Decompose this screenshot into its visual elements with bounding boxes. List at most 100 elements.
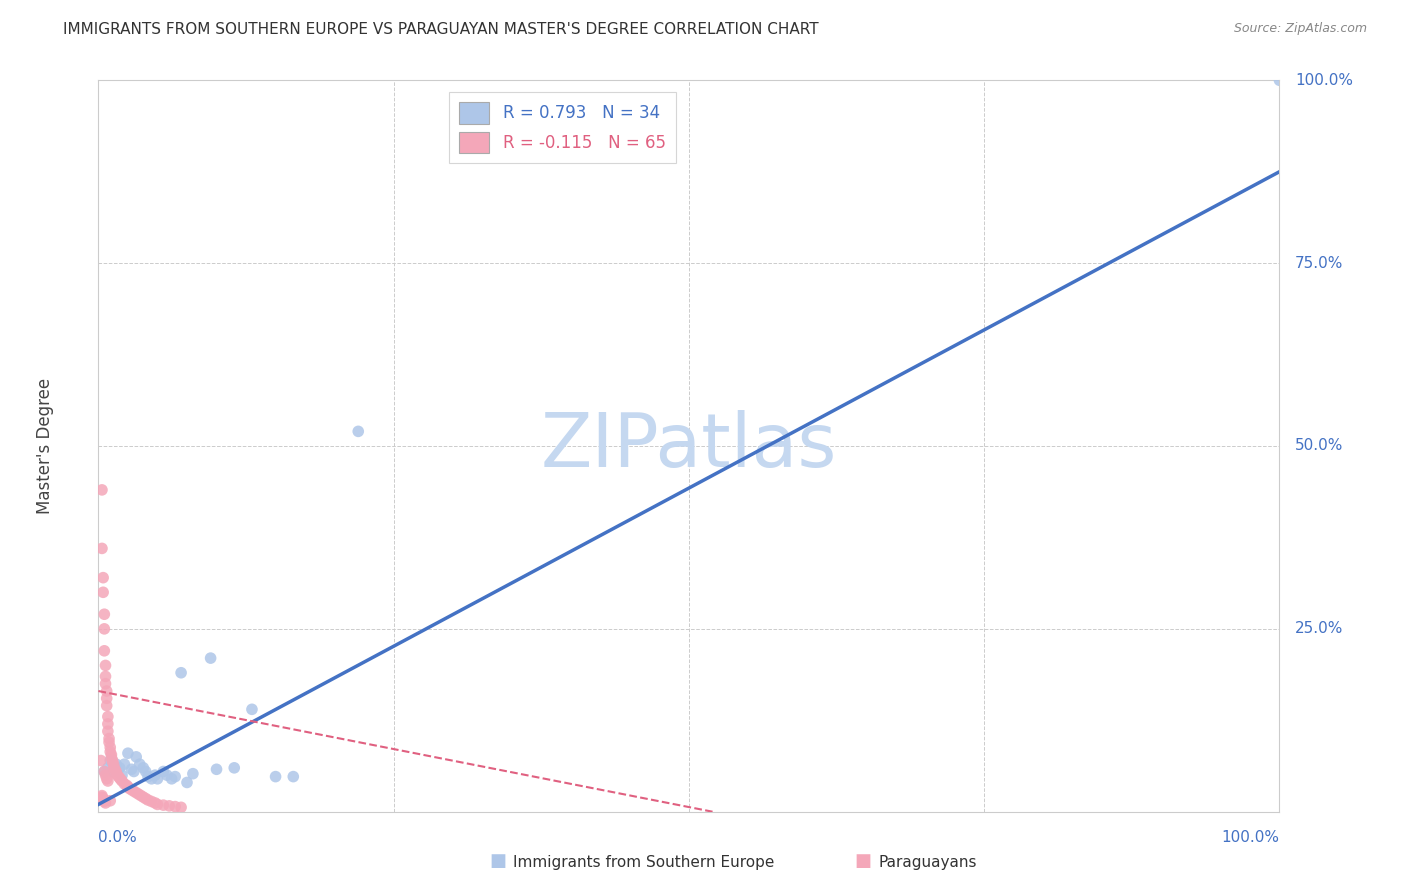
Point [108,771,131,785]
Point [97,724,120,739]
Point [97,774,120,789]
Point [181,766,204,780]
Point [125,786,148,800]
Point [91,571,114,585]
Point [125,749,148,764]
Point [91,793,114,807]
Point [176,775,198,789]
Text: 50.0%: 50.0% [1295,439,1343,453]
Point [122,764,145,779]
Point [1268,73,1291,87]
Point [91,541,114,556]
Point [97,717,120,731]
Text: Immigrants from Southern Europe: Immigrants from Southern Europe [513,855,775,870]
Point [91,789,114,803]
Point [91,791,114,805]
Text: 0.0%: 0.0% [98,830,138,845]
Point [97,761,120,775]
Point [90,754,112,768]
Point [98,794,121,808]
Point [347,425,370,439]
Point [152,798,174,813]
Point [93,764,115,779]
Point [129,789,152,803]
Point [93,795,115,809]
Point [101,764,124,779]
Text: 25.0%: 25.0% [1295,622,1343,636]
Point [224,761,246,775]
Point [105,766,128,780]
Point [157,798,180,813]
Text: Source: ZipAtlas.com: Source: ZipAtlas.com [1233,22,1367,36]
Point [146,797,169,812]
Point [96,691,118,706]
Point [132,790,155,805]
Point [108,761,131,775]
Point [91,483,114,497]
Point [152,764,174,779]
Text: 100.0%: 100.0% [1295,73,1353,87]
Point [96,684,118,698]
Point [128,757,150,772]
Point [93,764,115,779]
Point [165,770,187,784]
Point [146,772,169,786]
Point [100,750,122,764]
Point [165,799,187,814]
Point [170,800,193,814]
Point [141,795,163,809]
Point [143,796,166,810]
Point [103,761,125,775]
Point [111,774,134,789]
Point [132,761,155,775]
Point [98,745,121,759]
Text: 75.0%: 75.0% [1295,256,1343,270]
Point [122,784,145,798]
Point [94,669,117,683]
Point [112,777,135,791]
Point [100,747,122,762]
Point [135,764,157,779]
Point [101,755,124,769]
Text: ■: ■ [855,852,872,870]
Point [143,768,166,782]
Point [136,793,159,807]
Point [98,731,121,746]
Point [141,772,163,786]
Point [93,607,115,622]
Point [115,778,138,792]
Point [121,762,143,776]
Point [94,768,117,782]
Point [98,740,121,755]
Text: Paraguayans: Paraguayans [879,855,977,870]
Point [105,764,128,779]
Point [94,658,117,673]
Point [96,772,118,786]
Point [121,782,143,797]
Point [97,709,120,723]
Point [117,780,139,794]
Point [128,787,150,801]
Text: ■: ■ [489,852,506,870]
Legend: R = 0.793   N = 34, R = -0.115   N = 65: R = 0.793 N = 34, R = -0.115 N = 65 [450,92,676,163]
Point [94,796,117,810]
Point [112,757,135,772]
Point [136,770,159,784]
Point [91,790,114,805]
Point [103,758,125,772]
Point [93,622,115,636]
Point [283,770,305,784]
Point [101,754,124,768]
Point [170,665,193,680]
Point [200,651,222,665]
Point [96,698,118,713]
Point [111,768,134,782]
Point [104,762,127,776]
Text: Master's Degree: Master's Degree [37,378,55,514]
Point [91,585,114,599]
Point [264,770,287,784]
Text: 100.0%: 100.0% [1222,830,1279,845]
Text: ZIPatlas: ZIPatlas [541,409,837,483]
Point [205,762,228,776]
Point [98,754,121,768]
